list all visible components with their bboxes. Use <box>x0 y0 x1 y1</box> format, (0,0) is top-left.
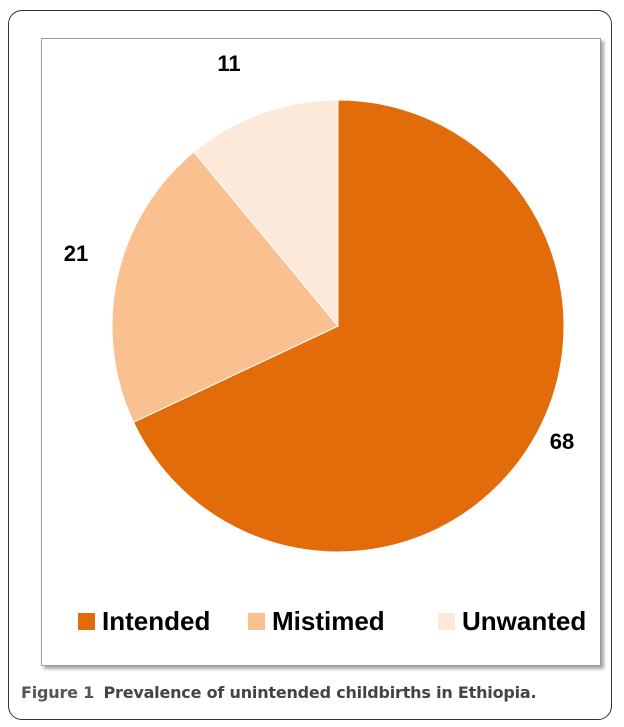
data-label-intended: 68 <box>550 429 574 454</box>
data-label-mistimed: 21 <box>64 241 88 266</box>
chart-legend: Intended Mistimed Unwanted <box>78 606 586 636</box>
figure-caption: Figure 1 Prevalence of unintended childb… <box>21 683 617 702</box>
legend-swatch-intended <box>78 613 95 630</box>
legend-entry-mistimed: Mistimed <box>248 606 385 636</box>
pie-chart: 68 21 11 Intended Mistimed Unwanted <box>64 51 586 636</box>
pie-data-labels: 68 21 11 <box>64 51 574 454</box>
legend-label-intended: Intended <box>102 606 210 636</box>
figure-caption-text: Prevalence of unintended childbirths in … <box>103 683 537 702</box>
pie-slice-intended <box>132 99 565 553</box>
legend-swatch-unwanted <box>438 613 455 630</box>
legend-swatch-mistimed <box>248 613 265 630</box>
figure-label: Figure 1 <box>21 683 95 702</box>
pie-slices <box>111 99 565 553</box>
data-label-unwanted: 11 <box>217 51 240 76</box>
chart-area: 68 21 11 Intended Mistimed Unwanted <box>41 38 601 666</box>
figure-frame: 68 21 11 Intended Mistimed Unwanted Figure 1… <box>8 10 612 720</box>
legend-entry-unwanted: Unwanted <box>438 606 586 636</box>
pie-slice-unwanted <box>193 99 339 328</box>
legend-entry-intended: Intended <box>78 606 210 636</box>
pie-slice-mistimed <box>111 151 339 423</box>
legend-label-unwanted: Unwanted <box>462 606 586 636</box>
legend-label-mistimed: Mistimed <box>272 606 385 636</box>
